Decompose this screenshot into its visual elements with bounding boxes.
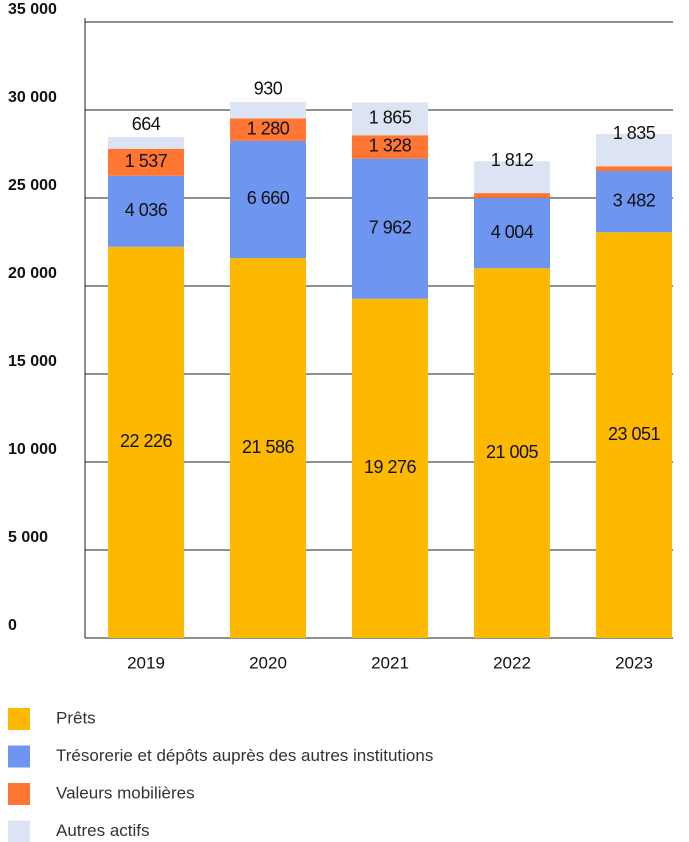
legend-swatch xyxy=(8,745,30,768)
legend-swatch xyxy=(8,708,30,730)
x-tick-label: 2020 xyxy=(249,653,287,672)
y-tick-label: 5 000 xyxy=(8,529,48,546)
bar-segment xyxy=(230,118,306,141)
x-tick-label: 2022 xyxy=(493,653,531,672)
value-label: 19 276 xyxy=(364,457,417,477)
value-label: 4 004 xyxy=(491,222,534,242)
value-label: 21 586 xyxy=(242,437,295,457)
value-label: 664 xyxy=(132,114,161,134)
value-label: 3 482 xyxy=(613,190,656,210)
value-label: 1 328 xyxy=(369,136,412,156)
legend-swatch xyxy=(8,820,30,842)
y-tick-label: 20 000 xyxy=(8,265,57,282)
bar-segment xyxy=(474,161,550,194)
value-label: 1 812 xyxy=(491,150,534,170)
bar-segment xyxy=(108,175,184,247)
bar-segment xyxy=(596,166,672,172)
x-tick-label: 2019 xyxy=(127,653,165,672)
bar-segment xyxy=(352,135,428,159)
bar-segment xyxy=(474,268,550,638)
value-label: 22 226 xyxy=(120,431,173,451)
value-label: 7 962 xyxy=(369,217,412,237)
bar-segment xyxy=(352,298,428,638)
bar-segment xyxy=(596,133,672,167)
bar-segment xyxy=(230,258,306,638)
bar-segment xyxy=(474,197,550,269)
value-label: 1 835 xyxy=(613,123,656,143)
legend-label: Prêts xyxy=(56,708,96,727)
value-label: 21 005 xyxy=(486,442,539,462)
value-label: 930 xyxy=(254,79,283,99)
y-tick-label: 10 000 xyxy=(8,441,57,458)
bar-segment xyxy=(352,158,428,299)
value-label: 4 036 xyxy=(125,200,168,220)
x-tick-label: 2023 xyxy=(615,653,653,672)
bar-segment xyxy=(352,102,428,136)
legend-swatch xyxy=(8,783,30,805)
y-tick-label: 25 000 xyxy=(8,177,57,194)
y-tick-label: 0 xyxy=(8,617,17,634)
legend-label: Valeurs mobilières xyxy=(56,783,195,802)
bar-segment xyxy=(108,137,184,149)
bar-segment xyxy=(596,171,672,233)
value-label: 1 280 xyxy=(247,118,290,138)
value-label: 1 537 xyxy=(125,151,168,171)
value-label: 23 051 xyxy=(608,424,661,444)
legend-label: Trésorerie et dépôts auprès des autres i… xyxy=(56,746,433,765)
y-tick-label: 30 000 xyxy=(8,89,57,106)
y-tick-label: 35 000 xyxy=(8,1,57,18)
legend-label: Autres actifs xyxy=(56,821,150,840)
bar-segment xyxy=(108,246,184,639)
bar-segment xyxy=(596,232,672,638)
bar-segment xyxy=(230,101,306,119)
value-label: 1 865 xyxy=(369,108,412,128)
x-tick-label: 2021 xyxy=(371,653,409,672)
bar-segment xyxy=(474,193,550,198)
y-tick-label: 15 000 xyxy=(8,353,57,370)
bar-segment xyxy=(108,148,184,176)
bar-segment xyxy=(230,140,306,259)
value-label: 6 660 xyxy=(247,188,290,208)
